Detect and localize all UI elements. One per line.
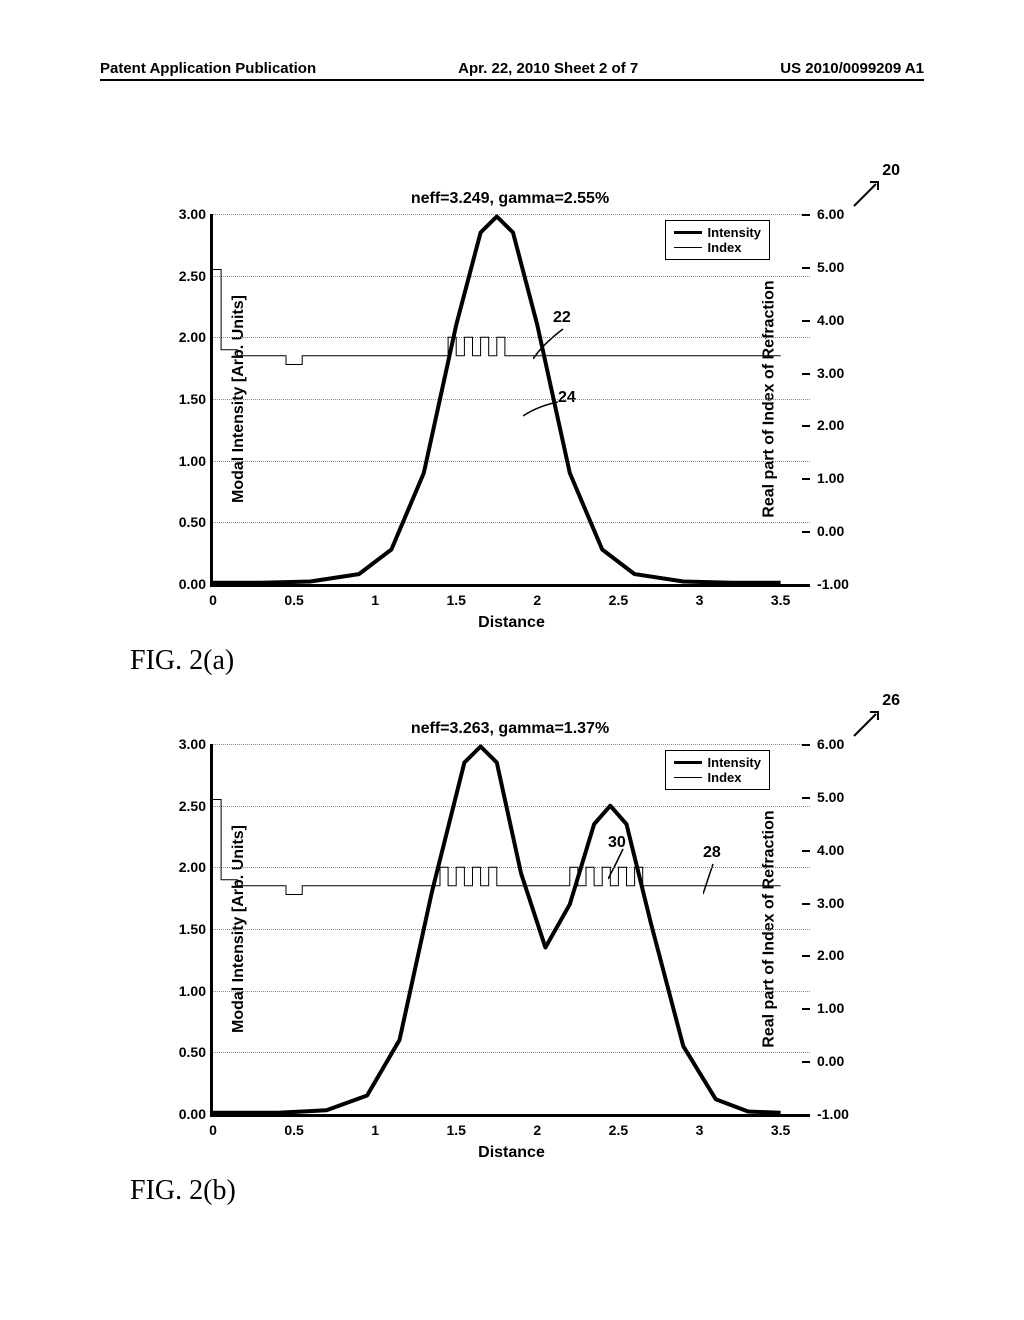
header-mid: Apr. 22, 2010 Sheet 2 of 7: [458, 60, 638, 77]
y-left-tick: 3.00: [158, 206, 206, 222]
x-tick: 3.5: [771, 592, 790, 608]
y-left-tick: 3.00: [158, 736, 206, 752]
y-right-tick: 6.00: [817, 736, 865, 752]
page-header: Patent Application Publication Apr. 22, …: [100, 60, 924, 81]
y-left-tick: 2.50: [158, 798, 206, 814]
chart-a: 20 neff=3.249, gamma=2.55% Modal Intensi…: [130, 190, 890, 587]
x-label: Distance: [478, 1144, 545, 1162]
x-tick: 2: [533, 1122, 541, 1138]
ref-26: 26: [882, 692, 900, 710]
fig-2b-label: FIG. 2(b): [130, 1175, 236, 1207]
x-tick: 1.5: [447, 1122, 466, 1138]
y-right-tick: 2.00: [817, 417, 865, 433]
y-right-tick: 5.00: [817, 789, 865, 805]
y-left-tick: 0.50: [158, 1044, 206, 1060]
arrow-icon: [852, 708, 882, 738]
y-right-tick: 2.00: [817, 947, 865, 963]
chart-b: 26 neff=3.263, gamma=1.37% Modal Intensi…: [130, 720, 890, 1117]
y-left-tick: 1.00: [158, 983, 206, 999]
y-right-tick: -1.00: [817, 576, 865, 592]
y-right-tick: 5.00: [817, 259, 865, 275]
x-tick: 0.5: [284, 1122, 303, 1138]
x-tick: 0: [209, 592, 217, 608]
x-tick: 2.5: [609, 1122, 628, 1138]
header-left: Patent Application Publication: [100, 60, 316, 77]
fig-2a-label: FIG. 2(a): [130, 645, 234, 677]
y-right-tick: 1.00: [817, 470, 865, 486]
y-left-tick: 1.50: [158, 391, 206, 407]
y-left-tick: 2.50: [158, 268, 206, 284]
x-tick: 1: [371, 1122, 379, 1138]
y-left-tick: 0.50: [158, 514, 206, 530]
y-left-tick: 2.00: [158, 329, 206, 345]
chart-svg: [213, 214, 813, 584]
x-tick: 1.5: [447, 592, 466, 608]
y-right-tick: 0.00: [817, 1053, 865, 1069]
y-left-tick: 0.00: [158, 576, 206, 592]
chart-a-plot: Modal Intensity [Arb. Units] Real part o…: [210, 214, 810, 587]
y-right-tick: 6.00: [817, 206, 865, 222]
x-tick: 2.5: [609, 592, 628, 608]
x-label: Distance: [478, 614, 545, 632]
x-tick: 3: [696, 592, 704, 608]
x-tick: 3: [696, 1122, 704, 1138]
y-right-tick: 4.00: [817, 312, 865, 328]
arrow-icon: [852, 178, 882, 208]
header-right: US 2010/0099209 A1: [780, 60, 924, 77]
chart-a-title: neff=3.249, gamma=2.55%: [130, 190, 890, 208]
y-right-tick: 3.00: [817, 365, 865, 381]
x-tick: 0: [209, 1122, 217, 1138]
x-tick: 0.5: [284, 592, 303, 608]
x-tick: 1: [371, 592, 379, 608]
y-left-tick: 1.00: [158, 453, 206, 469]
y-right-tick: 3.00: [817, 895, 865, 911]
x-tick: 2: [533, 592, 541, 608]
y-left-tick: 2.00: [158, 859, 206, 875]
y-right-tick: 1.00: [817, 1000, 865, 1016]
y-right-tick: 4.00: [817, 842, 865, 858]
y-right-tick: -1.00: [817, 1106, 865, 1122]
chart-b-plot: Modal Intensity [Arb. Units] Real part o…: [210, 744, 810, 1117]
y-left-tick: 1.50: [158, 921, 206, 937]
page: Patent Application Publication Apr. 22, …: [0, 0, 1024, 1320]
chart-svg: [213, 744, 813, 1114]
y-left-tick: 0.00: [158, 1106, 206, 1122]
y-right-tick: 0.00: [817, 523, 865, 539]
chart-b-title: neff=3.263, gamma=1.37%: [130, 720, 890, 738]
x-tick: 3.5: [771, 1122, 790, 1138]
ref-20: 20: [882, 162, 900, 180]
